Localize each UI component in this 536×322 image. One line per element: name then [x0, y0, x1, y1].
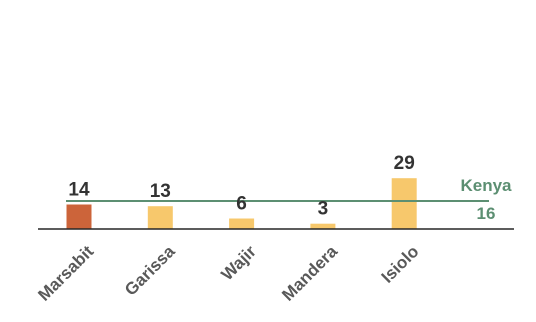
bar-wajir [229, 218, 255, 229]
data-label-wajir: 6 [236, 194, 247, 215]
data-label-isiolo: 29 [394, 153, 415, 174]
tick-label-isiolo: Isiolo [378, 242, 423, 287]
tick-label-wajir: Wajir [218, 242, 261, 285]
bar-garissa [147, 206, 173, 229]
reference-line-value-label: 16 [477, 204, 496, 223]
bar-marsabit [66, 204, 92, 229]
bar-mandera [310, 223, 336, 229]
data-label-garissa: 13 [150, 181, 171, 202]
tick-label-garissa: Garissa [121, 242, 179, 300]
bars-group [66, 178, 417, 229]
reference-line-name-label: Kenya [460, 176, 512, 195]
tick-label-marsabit: Marsabit [34, 242, 97, 305]
bar-isiolo [391, 178, 417, 229]
category-tick-labels-group: Marsabit Garissa Wajir Mandera Isiolo [34, 242, 422, 305]
data-label-mandera: 3 [318, 199, 329, 220]
tick-label-mandera: Mandera [278, 242, 341, 305]
data-label-marsabit: 14 [68, 180, 90, 201]
data-labels-group: 14 13 6 3 29 [68, 153, 414, 220]
